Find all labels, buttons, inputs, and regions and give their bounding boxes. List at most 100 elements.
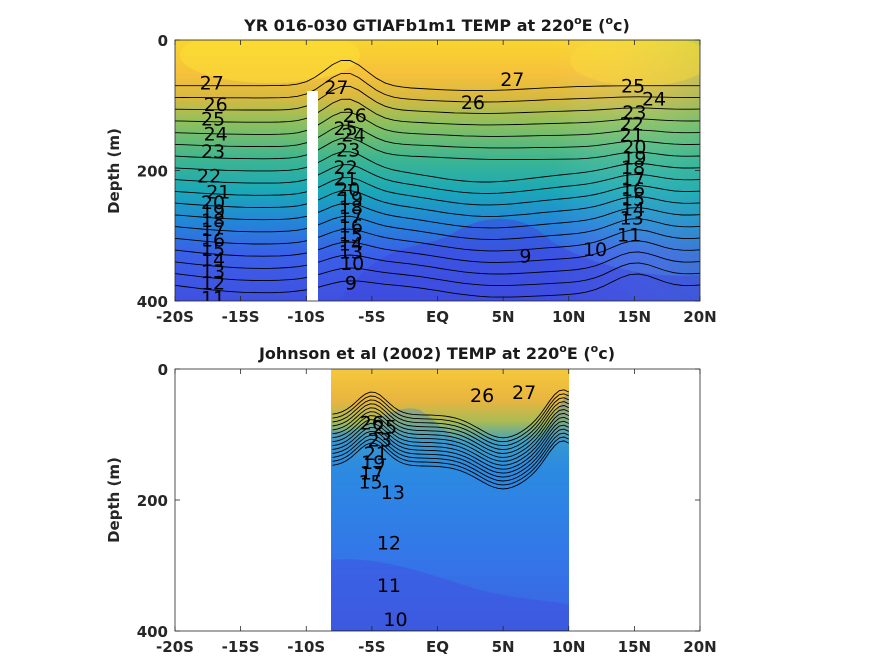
contour-label: 25 [373, 417, 397, 439]
contour-label: 17 [360, 462, 384, 484]
contour-label: 13 [201, 261, 225, 283]
isotherm-line [332, 401, 569, 451]
contour-label: 22 [620, 114, 644, 136]
isotherm-line [175, 189, 700, 217]
panel-model-temp: YR 016-030 GTIAFb1m1 TEMP at 220oE (oc) … [105, 14, 717, 326]
contour-label: 26 [470, 385, 494, 407]
isotherm-line [175, 98, 700, 126]
contour-label: 25 [201, 108, 225, 130]
x-tick-label: 15N [618, 638, 651, 656]
contour-label: 17 [621, 168, 645, 190]
x-tick-label: 10N [552, 308, 585, 326]
isotherm-line [175, 215, 700, 240]
panel2-ylabel: Depth (m) [105, 457, 123, 543]
isotherm-line [332, 424, 569, 474]
y-tick-label: 200 [137, 163, 168, 181]
contour-label: 15 [339, 224, 363, 246]
panel2-contour-lines [332, 389, 569, 631]
isotherm-line [175, 124, 700, 149]
contour-label: 19 [622, 147, 646, 169]
contour-label: 26 [343, 105, 367, 127]
contour-label: 25 [334, 118, 358, 140]
contour-label: 11 [201, 288, 225, 310]
isotherm-line [332, 393, 569, 443]
contour-label: 9 [519, 245, 531, 267]
contour-label: 10 [583, 239, 607, 261]
contour-label: 18 [201, 210, 225, 232]
isotherm-line [332, 412, 569, 462]
isotherm-line [332, 405, 569, 454]
x-tick-label: -15S [222, 638, 260, 656]
contour-label: 20 [622, 136, 646, 158]
panel2-x-axis: -20S -15S -10S -5S EQ 5N 10N 15N 20N [156, 369, 717, 656]
contour-label: 10 [340, 253, 364, 275]
contour-label: 14 [339, 234, 363, 256]
isotherm-line [332, 440, 569, 490]
contour-label: 15 [621, 189, 645, 211]
isotherm-line [175, 262, 700, 286]
contour-label: 14 [201, 249, 225, 271]
y-tick-label: 0 [158, 361, 168, 379]
isotherm-line [332, 416, 569, 466]
contour-label: 10 [383, 609, 407, 631]
y-tick-label: 400 [137, 293, 168, 311]
contour-label: 9 [345, 273, 357, 295]
contour-label: 25 [621, 76, 645, 98]
panel2-y-axis: 0 200 400 [137, 361, 700, 641]
panel1-contour-lines [175, 59, 700, 298]
x-tick-label: -10S [287, 638, 325, 656]
y-tick-label: 0 [158, 32, 168, 50]
isotherm-line [175, 177, 700, 206]
isotherm-line [175, 240, 700, 263]
contour-label: 11 [377, 575, 401, 597]
contour-label: 13 [381, 482, 405, 504]
contour-label: 16 [339, 215, 363, 237]
contour-label: 27 [512, 382, 536, 404]
x-tick-label: -20S [156, 638, 194, 656]
contour-label: 19 [201, 201, 225, 223]
contour-label: 21 [334, 168, 358, 190]
contour-label: 20 [336, 179, 360, 201]
contour-label: 21 [206, 181, 230, 203]
x-tick-label: EQ [426, 308, 449, 326]
contour-label: 23 [622, 102, 646, 124]
contour-label: 21 [364, 443, 388, 465]
x-tick-label: -10S [287, 308, 325, 326]
isotherm-line [332, 432, 569, 482]
contour-label: 27 [324, 77, 348, 99]
contour-label: 26 [204, 94, 228, 116]
panel1-x-axis: -20S -15S -10S -5S EQ 5N 10N 15N 20N [156, 40, 717, 326]
isotherm-line [332, 397, 569, 447]
panel1-y-axis: 0 200 400 [137, 32, 700, 311]
y-tick-label: 200 [137, 492, 168, 510]
isotherm-line [332, 428, 569, 478]
contour-label: 22 [334, 157, 358, 179]
x-tick-label: 5N [492, 308, 515, 326]
panel1-contour-labels: 2726252423222120191817161514131211272625… [197, 69, 666, 310]
contour-label: 19 [339, 188, 363, 210]
x-tick-label: -5S [358, 638, 385, 656]
isotherm-line [175, 251, 700, 275]
contour-label: 18 [621, 157, 645, 179]
panel2-title: Johnson et al (2002) TEMP at 220oE (oc) [258, 342, 615, 363]
contour-label: 13 [339, 241, 363, 263]
contour-label: 27 [500, 69, 524, 91]
isotherm-line [175, 85, 700, 114]
contour-label: 16 [201, 230, 225, 252]
contour-label: 20 [201, 192, 225, 214]
contour-label: 26 [360, 413, 384, 435]
contour-label: 15 [201, 239, 225, 261]
panel1-gap-bar [307, 91, 318, 301]
contour-label: 12 [377, 533, 401, 555]
contour-label: 27 [200, 72, 224, 94]
x-tick-label: 15N [618, 308, 651, 326]
x-tick-label: -15S [222, 308, 260, 326]
contour-label: 23 [201, 141, 225, 163]
contour-label: 22 [197, 166, 221, 188]
contour-label: 13 [620, 207, 644, 229]
contour-label: 21 [620, 125, 644, 147]
contour-label: 24 [642, 89, 666, 111]
isotherm-line [175, 137, 700, 160]
